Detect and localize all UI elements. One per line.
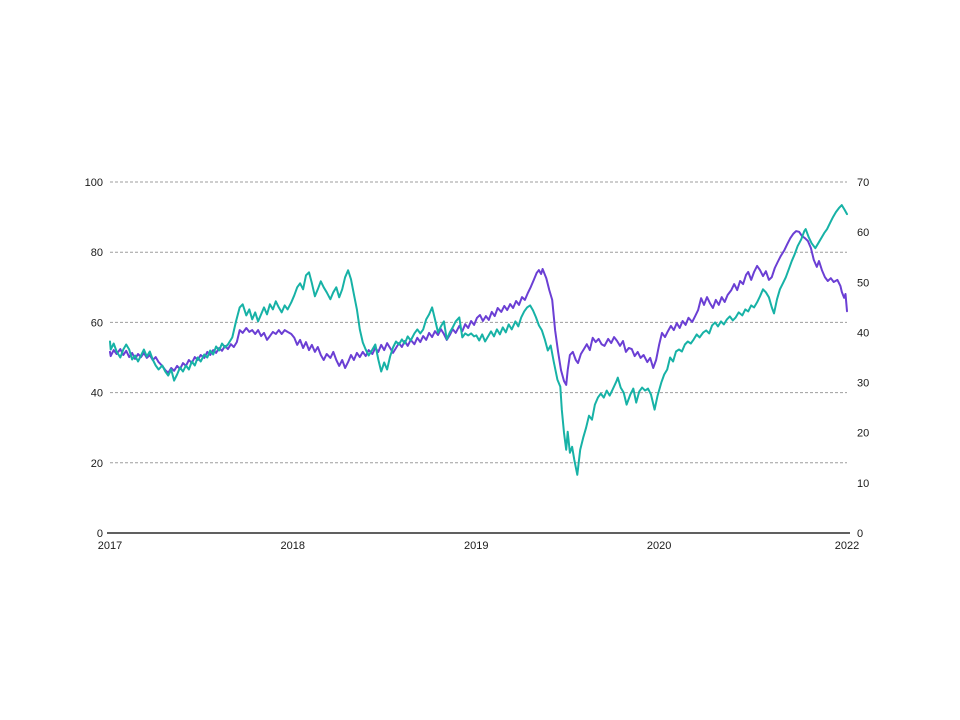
x-axis-tick-label: 2019 — [464, 540, 488, 552]
y-axis-right-tick-label: 50 — [857, 277, 869, 289]
y-axis-right-tick-label: 20 — [857, 428, 869, 440]
y-axis-right-tick-label: 0 — [857, 528, 863, 540]
x-axis-tick-label: 2017 — [98, 540, 122, 552]
x-axis-tick-label: 2018 — [281, 540, 305, 552]
y-axis-right-tick-label: 60 — [857, 227, 869, 239]
y-axis-left-tick-label: 100 — [85, 177, 103, 189]
y-axis-right-tick-label: 40 — [857, 327, 869, 339]
teal-series-right-axis-line — [109, 204, 848, 476]
purple-series-left-axis-line — [109, 230, 848, 386]
x-axis-tick-label: 2020 — [647, 540, 671, 552]
y-axis-right-tick-label: 70 — [857, 177, 869, 189]
y-axis-right-tick-label: 10 — [857, 478, 869, 490]
x-axis-tick-label: 2022 — [835, 540, 859, 552]
y-axis-left-tick-label: 40 — [91, 388, 103, 400]
y-axis-left-tick-label: 60 — [91, 317, 103, 329]
y-axis-right-tick-label: 30 — [857, 378, 869, 390]
y-axis-left-tick-label: 0 — [97, 528, 103, 540]
y-axis-left-tick-label: 20 — [91, 458, 103, 470]
y-axis-left-tick-label: 80 — [91, 247, 103, 259]
